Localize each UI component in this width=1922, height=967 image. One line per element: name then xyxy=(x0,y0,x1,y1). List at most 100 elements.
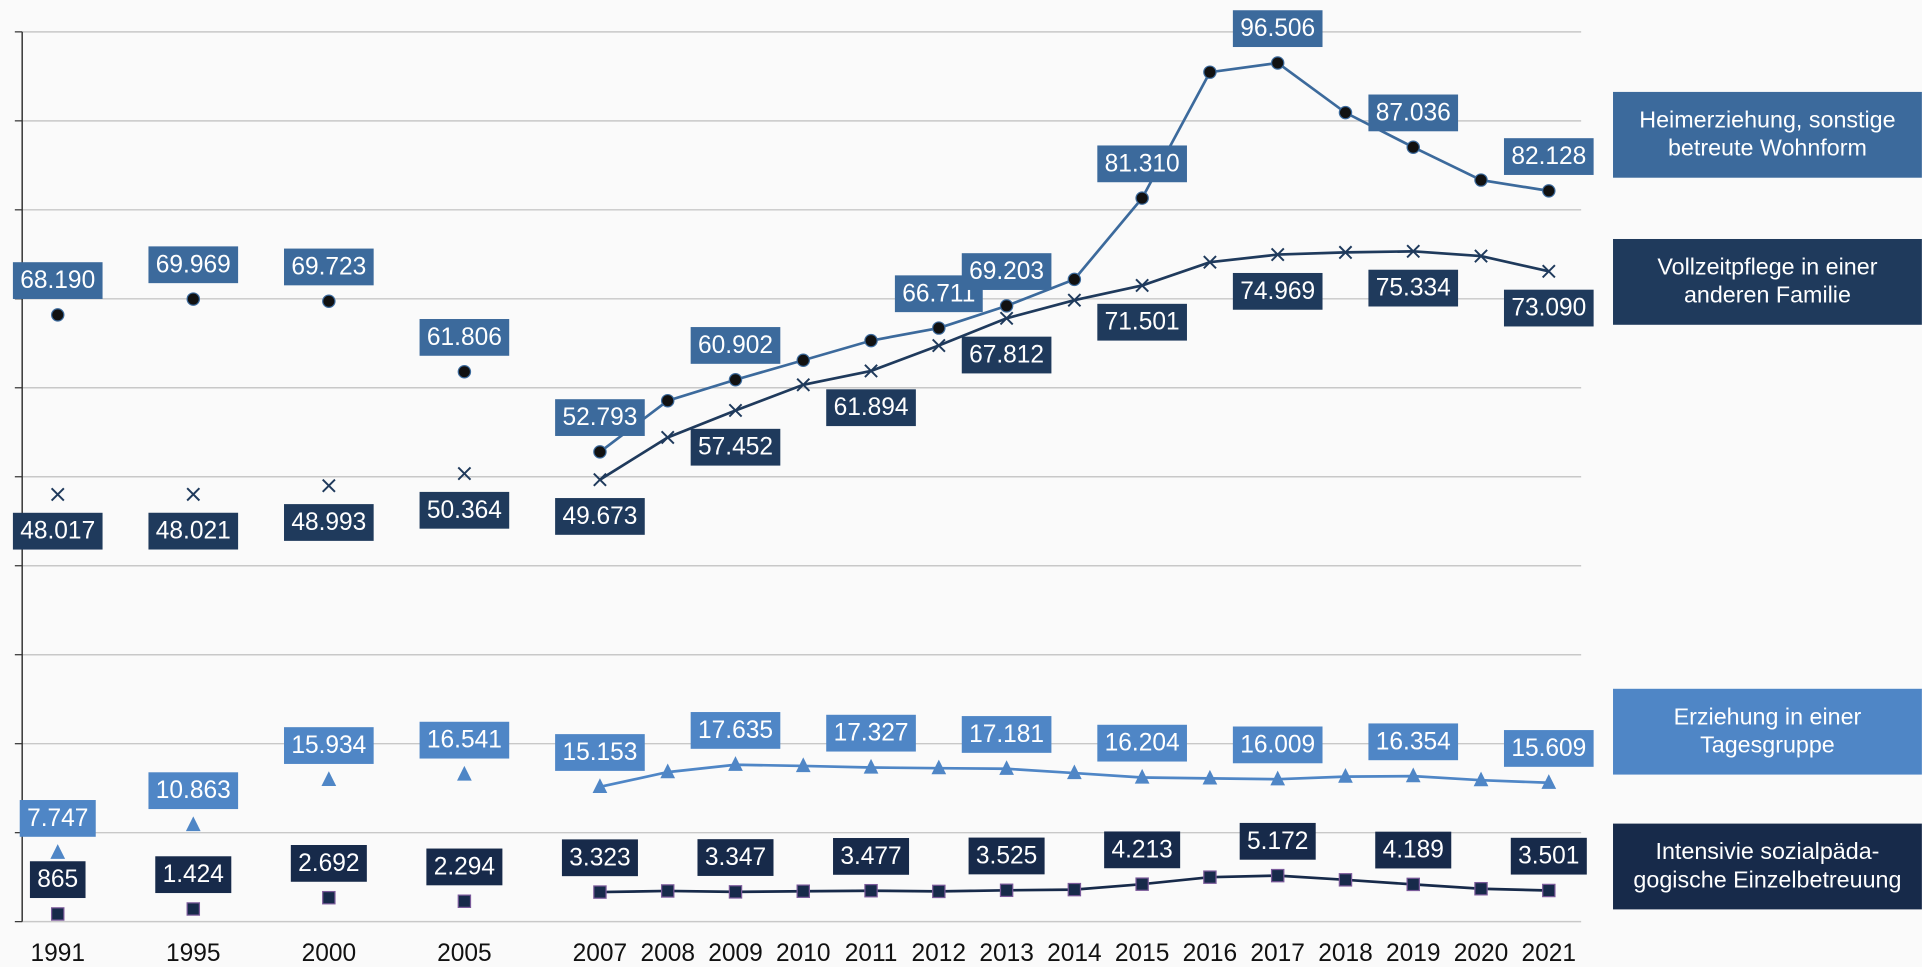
marker xyxy=(1338,873,1353,887)
marker xyxy=(457,364,472,379)
marker xyxy=(593,472,607,487)
data-label-box xyxy=(155,856,232,894)
marker xyxy=(1203,65,1217,79)
marker xyxy=(999,299,1014,313)
data-label: 15.609 xyxy=(1511,735,1586,762)
data-label: 61.894 xyxy=(834,394,909,421)
x-tick-label: 2012 xyxy=(912,940,967,967)
marker xyxy=(1134,768,1150,784)
data-label-box xyxy=(419,721,510,759)
data-label-group: 61.894 xyxy=(826,389,916,427)
data-label: 3.501 xyxy=(1518,843,1579,870)
data-label-box xyxy=(1232,10,1323,48)
x-tick-label: 2011 xyxy=(845,940,898,967)
data-label-group: 68.190 xyxy=(12,262,103,299)
data-label-group: 60.902 xyxy=(690,327,781,364)
data-label: 16.541 xyxy=(427,727,502,754)
data-label-group: 81.310 xyxy=(1097,145,1187,183)
x-tick-label: 2020 xyxy=(1454,940,1509,967)
marker xyxy=(1067,882,1082,897)
marker xyxy=(1135,191,1149,205)
data-label-group: 15.934 xyxy=(284,727,374,764)
data-label: 74.969 xyxy=(1240,278,1315,305)
legend-item: Intensivie sozialpäda-gogische Einzelbet… xyxy=(1633,839,1902,894)
data-label: 82.128 xyxy=(1511,143,1586,170)
marker xyxy=(728,373,743,387)
data-label-box xyxy=(29,861,86,899)
data-label-box xyxy=(690,327,781,364)
data-label-group: 16.204 xyxy=(1097,724,1187,762)
data-label-group: 17.327 xyxy=(826,714,916,752)
marker xyxy=(1067,293,1082,308)
data-label-box xyxy=(833,838,910,875)
data-label: 2.294 xyxy=(434,853,495,880)
x-tick-label: 2018 xyxy=(1318,940,1373,967)
data-label-group: 15.609 xyxy=(1503,730,1594,767)
data-label-box xyxy=(148,512,239,550)
marker xyxy=(796,353,811,367)
data-label-box xyxy=(284,248,374,286)
data-label-group: 61.806 xyxy=(419,319,510,356)
data-label-group: 4.213 xyxy=(1104,831,1181,869)
legend-label: Erziehung in einer Tagesgruppe xyxy=(1673,704,1862,759)
data-label: 1.424 xyxy=(163,861,224,888)
data-label-group: 48.021 xyxy=(148,512,239,550)
data-label-box xyxy=(1510,837,1587,875)
data-label: 865 xyxy=(37,866,78,893)
legend-item: Erziehung in einer Tagesgruppe xyxy=(1673,704,1862,759)
marker xyxy=(457,466,472,481)
marker xyxy=(1474,249,1488,263)
data-label-box xyxy=(690,712,781,749)
marker xyxy=(932,884,946,899)
data-label: 61.806 xyxy=(427,324,502,351)
marker xyxy=(864,883,878,898)
marker xyxy=(660,393,675,408)
data-label-group: 49.673 xyxy=(555,498,645,535)
data-label-box xyxy=(1104,831,1181,869)
marker xyxy=(1067,272,1082,287)
legend-label: Intensivie sozialpäda-gogische Einzelbet… xyxy=(1633,839,1902,894)
data-label: 48.993 xyxy=(291,509,366,536)
data-label: 3.323 xyxy=(569,844,630,871)
marker xyxy=(1202,769,1218,785)
x-tick-label: 2007 xyxy=(573,940,628,967)
marker xyxy=(185,816,201,832)
legend-box xyxy=(1613,688,1922,775)
data-label-box xyxy=(1097,303,1187,341)
marker xyxy=(1135,278,1149,293)
data-label-group: 74.969 xyxy=(1232,272,1323,310)
data-label-box xyxy=(1239,822,1316,860)
marker xyxy=(186,902,201,916)
data-label: 50.364 xyxy=(427,497,502,524)
marker xyxy=(796,884,811,898)
marker xyxy=(321,771,337,787)
data-label-group: 52.793 xyxy=(555,399,645,436)
legend-box xyxy=(1613,238,1922,325)
data-label: 5.172 xyxy=(1247,828,1308,855)
data-label-group: 48.017 xyxy=(12,512,103,550)
data-label: 48.017 xyxy=(20,518,95,545)
data-label: 69.969 xyxy=(156,251,231,278)
marker xyxy=(1270,56,1285,70)
marker xyxy=(1338,245,1353,260)
data-label-box xyxy=(290,844,367,882)
data-label: 3.347 xyxy=(705,844,766,871)
data-label-box xyxy=(1503,730,1594,767)
data-label-box xyxy=(419,491,510,529)
marker xyxy=(1473,771,1489,787)
x-tick-label: 2019 xyxy=(1386,940,1441,967)
data-label-box xyxy=(697,839,774,876)
legend-item: Vollzeitpflege in einer anderen Familie xyxy=(1657,255,1877,309)
data-label-box xyxy=(284,504,374,541)
data-label-group: 2.294 xyxy=(426,848,503,886)
marker xyxy=(1270,770,1286,786)
x-tick-label: 1991 xyxy=(30,940,85,967)
marker xyxy=(999,883,1014,898)
data-label-box xyxy=(826,714,916,752)
marker xyxy=(931,338,946,353)
data-label: 3.525 xyxy=(976,842,1037,869)
marker xyxy=(593,445,607,459)
marker xyxy=(1270,868,1285,883)
marker xyxy=(863,758,879,774)
